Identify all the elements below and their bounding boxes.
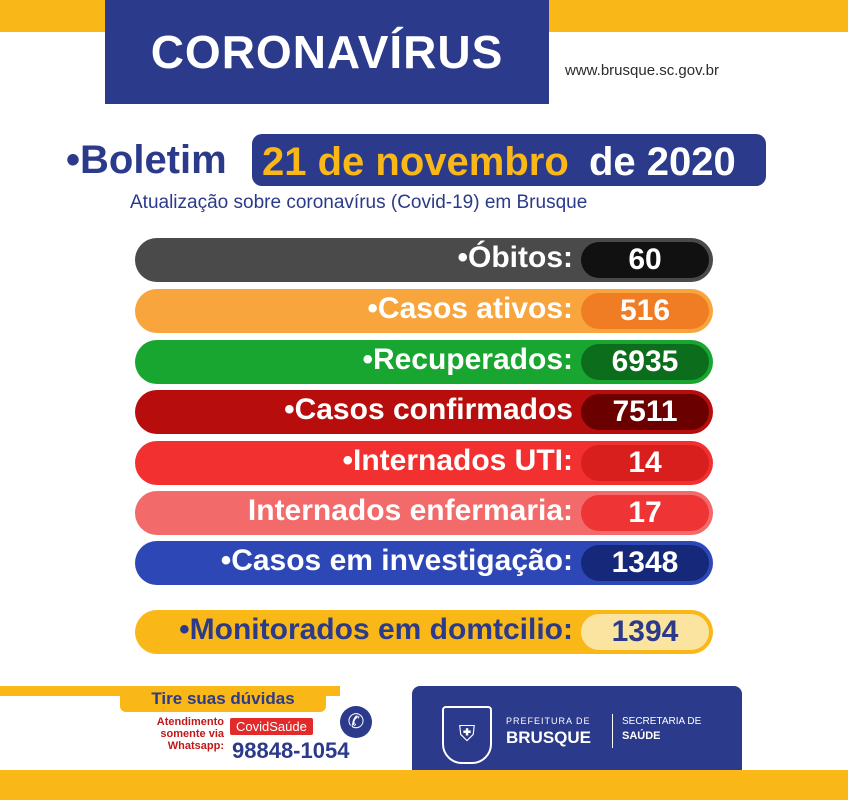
stat-label: •Casos em investigação:: [220, 544, 573, 577]
stat-row: Internados enfermaria: 17: [135, 491, 713, 535]
stat-row: •Casos ativos: 516: [135, 289, 713, 333]
stat-label: •Internados UTI:: [342, 444, 573, 477]
stat-row: •Internados UTI: 14: [135, 441, 713, 485]
subtitle: Atualização sobre coronavírus (Covid-19)…: [130, 192, 588, 213]
whatsapp-icon[interactable]: ✆: [340, 706, 372, 738]
stat-row: •Recuperados: 6935: [135, 340, 713, 384]
contact-note: Atendimento somente via Whatsapp:: [130, 716, 224, 752]
prefeitura-label: PREFEITURA DE: [506, 716, 591, 726]
secretaria-label: SECRETARIA DE: [622, 716, 702, 727]
stat-row: •Óbitos: 60: [135, 238, 713, 282]
contact-line2: somente via: [160, 728, 224, 740]
brusque-label: BRUSQUE: [506, 728, 592, 747]
contact-line1: Atendimento: [156, 716, 224, 728]
contact-line3: Whatsapp:: [167, 740, 224, 752]
date-box: [252, 134, 766, 186]
stat-row: •Casos em investigação: 1348: [135, 541, 713, 585]
contact-heading: Tire suas dúvidas: [120, 686, 326, 712]
stat-value: 14: [581, 445, 709, 481]
stat-value: 6935: [581, 344, 709, 380]
stat-label: •Óbitos:: [457, 241, 574, 274]
bottom-yellow-band: [0, 770, 848, 800]
saude-label: SAÚDE: [622, 730, 661, 742]
stat-value: 1348: [581, 545, 709, 581]
header-title: CORONAVÍRUS: [150, 26, 504, 78]
date-highlight: 21 de novembro: [262, 140, 569, 184]
stat-value: 60: [581, 242, 709, 278]
stat-label: •Casos confirmados: [284, 393, 573, 426]
stat-value: 516: [581, 293, 709, 329]
monitored-row: •Monitorados em domtcilio: 1394: [135, 610, 713, 654]
prefeitura-logo-box: [412, 686, 742, 782]
crest-icon: ⛨: [442, 706, 492, 764]
stat-row: •Casos confirmados 7511: [135, 390, 713, 434]
stat-value: 7511: [581, 394, 709, 430]
stat-label: Internados enfermaria:: [247, 494, 573, 527]
monitored-label: •Monitorados em domtcilio:: [179, 613, 573, 646]
covid-tag: CovidSaúde: [230, 718, 313, 735]
logo-divider: [612, 714, 613, 748]
bulletin-label: •Boletim: [66, 138, 227, 182]
stat-value: 17: [581, 495, 709, 531]
whatsapp-number[interactable]: 98848-1054: [232, 738, 350, 763]
date-year: de 2020: [589, 140, 736, 184]
site-url[interactable]: www.brusque.sc.gov.br: [565, 62, 719, 79]
stat-label: •Recuperados:: [362, 343, 573, 376]
monitored-value: 1394: [581, 614, 709, 650]
header-banner: CORONAVÍRUS: [105, 0, 549, 104]
stat-label: •Casos ativos:: [367, 292, 573, 325]
